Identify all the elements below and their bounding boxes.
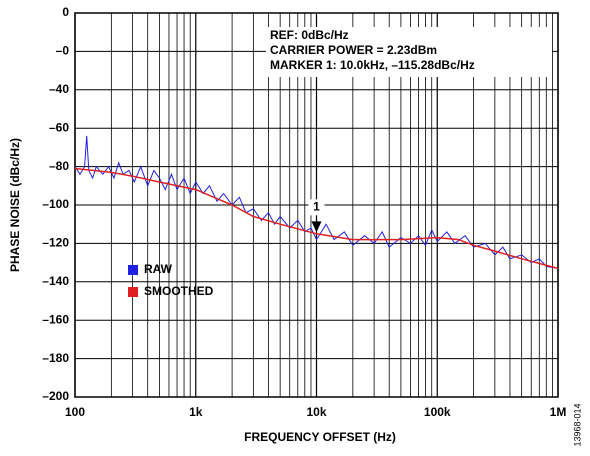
y-tick-label: –120 xyxy=(42,236,69,250)
y-tick-label: –180 xyxy=(42,351,69,365)
x-tick-label: 10k xyxy=(306,405,326,419)
x-tick-label: 100 xyxy=(65,405,85,419)
series-line xyxy=(74,135,559,269)
legend-swatch xyxy=(128,265,138,275)
annotation: REF: 0dBc/Hz xyxy=(270,28,349,42)
marker-label: 1 xyxy=(313,200,320,214)
series-line xyxy=(74,167,559,270)
y-tick-label: –160 xyxy=(42,312,69,326)
legend-swatch xyxy=(128,287,138,297)
y-tick-label: –100 xyxy=(42,197,69,211)
y-tick-label: –200 xyxy=(42,389,69,403)
legend-label: SMOOTHED xyxy=(144,284,214,298)
figure-id: 13968-014 xyxy=(572,403,582,446)
y-tick-label: –60 xyxy=(49,120,69,134)
annotation: CARRIER POWER = 2.23dBm xyxy=(270,43,437,57)
annotation-box xyxy=(266,27,552,77)
x-tick-label: 100k xyxy=(424,405,451,419)
x-axis-label: FREQUENCY OFFSET (Hz) xyxy=(244,430,396,444)
y-tick-label: –40 xyxy=(49,82,69,96)
x-tick-label: 1k xyxy=(189,405,203,419)
y-tick-label: –140 xyxy=(42,274,69,288)
plot-frame xyxy=(74,12,559,398)
legend-label: RAW xyxy=(144,262,173,276)
y-tick-label: –80 xyxy=(49,159,69,173)
y-axis-label: PHASE NOISE (dBc/Hz) xyxy=(8,138,22,272)
y-tick-label: –0 xyxy=(56,44,70,58)
x-tick-label: 1M xyxy=(550,405,567,419)
marker-label-bg xyxy=(308,199,325,216)
y-tick-label: 0 xyxy=(62,5,69,19)
marker xyxy=(311,221,322,233)
annotation: MARKER 1: 10.0kHz, –115.28dBc/Hz xyxy=(270,58,475,72)
